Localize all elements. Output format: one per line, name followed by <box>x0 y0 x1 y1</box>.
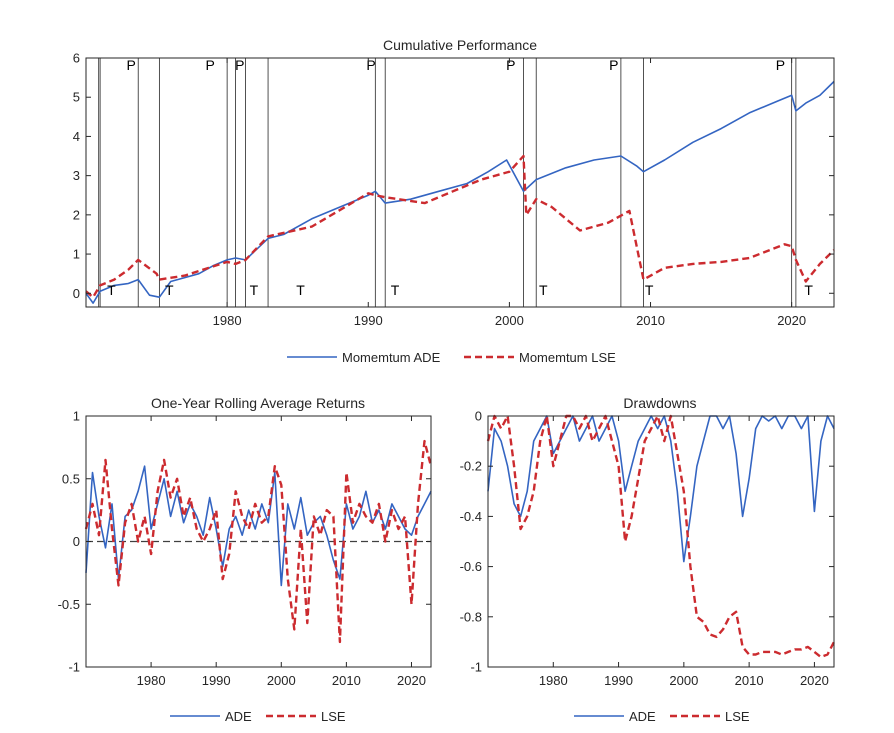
x-tick-label: 2010 <box>332 673 361 688</box>
drawdowns-axes: 1980 1990 2000 2010 2020 -1 -0.8 -0.6 -0.4 -0.2 0 <box>460 409 835 688</box>
y-tick-label: 0 <box>73 286 80 301</box>
x-tick-label: 2010 <box>735 673 764 688</box>
cumulative-legend: Momemtum ADE Momemtum LSE <box>287 350 616 365</box>
trough-label: T <box>645 282 654 298</box>
y-tick-label: 3 <box>73 168 80 183</box>
rolling-returns-legend: ADE LSE <box>170 709 346 724</box>
trough-label: T <box>539 282 548 298</box>
y-tick-label: 1 <box>73 409 80 424</box>
series-line-lse <box>84 439 433 644</box>
x-tick-label: 2020 <box>800 673 829 688</box>
series-line-lse <box>85 154 835 299</box>
cumulative-performance-panel: Cumulative Performance P P P P P P P T T T T T T T T 1… <box>73 37 835 365</box>
x-tick-label: 1990 <box>604 673 633 688</box>
y-tick-label: -0.2 <box>460 459 482 474</box>
legend-label-lse: LSE <box>725 709 750 724</box>
peak-trough-labels: P P P P P P P T T T T T T T T <box>107 57 813 298</box>
trough-label: T <box>165 282 174 298</box>
y-tick-label: 5 <box>73 90 80 105</box>
y-tick-label: 2 <box>73 207 80 222</box>
y-tick-label: -1 <box>470 660 482 675</box>
y-tick-label: 0 <box>73 534 80 549</box>
peak-label: P <box>235 57 244 73</box>
x-tick-label: 1980 <box>539 673 568 688</box>
x-tick-label: 1980 <box>213 313 242 328</box>
series-line-lse <box>486 414 836 659</box>
x-tick-label: 1990 <box>354 313 383 328</box>
x-tick-label: 2000 <box>495 313 524 328</box>
y-tick-label: -0.5 <box>58 597 80 612</box>
trough-label: T <box>296 282 305 298</box>
series-line-ade <box>85 80 835 304</box>
y-tick-label: 0.5 <box>62 471 80 486</box>
peak-label: P <box>126 57 135 73</box>
x-tick-label: 1990 <box>202 673 231 688</box>
cumulative-axes: 1980 1990 2000 2010 2020 0 1 2 3 4 5 6 <box>73 51 835 328</box>
series-line-ade <box>487 415 835 563</box>
peak-trough-markers <box>98 58 797 307</box>
legend-label-lse: LSE <box>321 709 346 724</box>
cumulative-performance-title: Cumulative Performance <box>383 37 537 53</box>
legend-label-ade: ADE <box>225 709 252 724</box>
x-tick-label: 2000 <box>267 673 296 688</box>
drawdowns-panel: Drawdowns 1980 1990 2000 2010 2020 -1 -0.8 -0.6… <box>460 395 836 724</box>
series-line-ade <box>85 465 432 587</box>
y-tick-label: 6 <box>73 51 80 66</box>
drawdowns-title: Drawdowns <box>623 395 696 411</box>
y-tick-label: -1 <box>68 660 80 675</box>
x-tick-label: 1980 <box>137 673 166 688</box>
peak-label: P <box>776 57 785 73</box>
rolling-returns-axes: 1980 1990 2000 2010 2020 -1 -0.5 0 0.5 1 <box>58 409 432 688</box>
cumulative-series <box>85 80 835 304</box>
trough-label: T <box>250 282 259 298</box>
trough-label: T <box>804 282 813 298</box>
rolling-returns-series <box>84 439 433 644</box>
y-tick-label: -0.6 <box>460 559 482 574</box>
peak-label: P <box>366 57 375 73</box>
x-tick-label: 2020 <box>397 673 426 688</box>
y-tick-label: 1 <box>73 247 80 262</box>
rolling-returns-panel: One-Year Rolling Average Returns 1980 199… <box>58 395 433 724</box>
plot-frame <box>487 415 835 668</box>
y-tick-label: -0.8 <box>460 609 482 624</box>
peak-label: P <box>609 57 618 73</box>
legend-label-ade: ADE <box>629 709 656 724</box>
drawdowns-series <box>486 414 836 659</box>
y-tick-label: -0.4 <box>460 509 482 524</box>
x-tick-label: 2010 <box>636 313 665 328</box>
trough-label: T <box>391 282 400 298</box>
legend-label-ade: Momemtum ADE <box>342 350 441 365</box>
peak-label: P <box>506 57 515 73</box>
y-tick-label: 4 <box>73 129 80 144</box>
trough-label: T <box>107 282 116 298</box>
x-tick-label: 2020 <box>777 313 806 328</box>
plot-frame <box>85 57 835 308</box>
y-tick-label: 0 <box>475 409 482 424</box>
legend-label-lse: Momemtum LSE <box>519 350 616 365</box>
drawdowns-legend: ADE LSE <box>574 709 750 724</box>
rolling-returns-title: One-Year Rolling Average Returns <box>151 395 365 411</box>
peak-label: P <box>206 57 215 73</box>
x-tick-label: 2000 <box>669 673 698 688</box>
